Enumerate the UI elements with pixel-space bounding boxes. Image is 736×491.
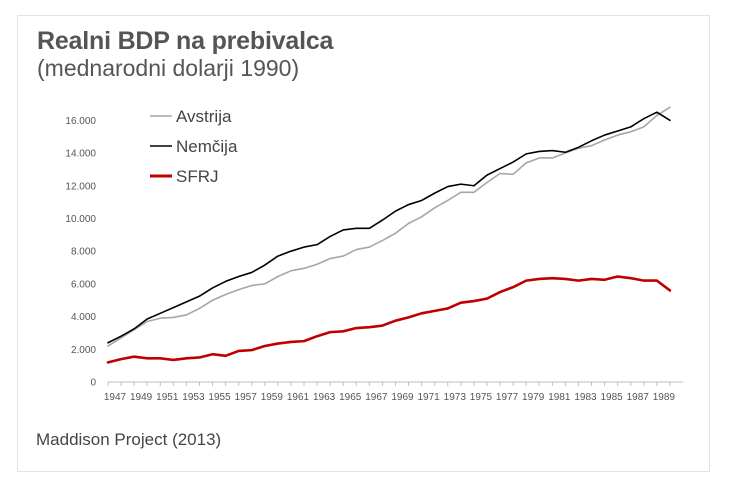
x-tick-label: 1973 bbox=[444, 392, 467, 403]
x-tick-label: 1987 bbox=[627, 392, 650, 403]
x-tick-label: 1953 bbox=[182, 392, 205, 403]
series-line-nemčija bbox=[107, 111, 671, 344]
y-tick-label: 14.000 bbox=[65, 149, 96, 160]
y-tick-label: 12.000 bbox=[65, 181, 96, 192]
legend-label-sfrj: SFRJ bbox=[176, 167, 219, 186]
x-tick-label: 1977 bbox=[496, 392, 519, 403]
y-tick-label: 6.000 bbox=[71, 279, 96, 290]
y-tick-label: 8.000 bbox=[71, 247, 96, 258]
chart-subtitle: (mednarodni dolarji 1990) bbox=[37, 55, 300, 81]
chart-title: Realni BDP na prebivalca bbox=[37, 27, 334, 55]
source-note: Maddison Project (2013) bbox=[36, 430, 222, 449]
x-tick-label: 1969 bbox=[391, 392, 414, 403]
x-tick-label: 1957 bbox=[235, 392, 258, 403]
axes: 0 2.000 4.000 6.000 8.000 10.000 12.000 14.000 1… bbox=[65, 116, 683, 403]
x-tick-label: 1951 bbox=[156, 392, 179, 403]
x-tick-label: 1979 bbox=[522, 392, 545, 403]
x-tick-label: 1949 bbox=[130, 392, 153, 403]
x-tick-label: 1985 bbox=[600, 392, 623, 403]
x-tick-label: 1963 bbox=[313, 392, 336, 403]
series-line-sfrj bbox=[106, 275, 672, 364]
x-tick-label: 1959 bbox=[261, 392, 284, 403]
y-tick-label: 10.000 bbox=[65, 214, 96, 225]
x-tick-label: 1989 bbox=[653, 392, 676, 403]
x-tick-label: 1947 bbox=[104, 392, 127, 403]
legend-label-nemčija: Nemčija bbox=[176, 137, 238, 156]
x-tick-label: 1975 bbox=[470, 392, 493, 403]
x-tick-label: 1955 bbox=[208, 392, 231, 403]
legend-label-avstrija: Avstrija bbox=[176, 107, 232, 126]
x-tick-label: 1965 bbox=[339, 392, 362, 403]
x-tick-label: 1961 bbox=[287, 392, 310, 403]
y-tick-label: 0 bbox=[90, 378, 96, 389]
y-tick-label: 16.000 bbox=[65, 116, 96, 127]
legend: Avstrija Nemčija SFRJ bbox=[150, 107, 238, 186]
x-tick-label: 1983 bbox=[574, 392, 597, 403]
y-tick-label: 4.000 bbox=[71, 312, 96, 323]
series-lines bbox=[106, 106, 672, 364]
x-tick-label: 1971 bbox=[418, 392, 441, 403]
x-tick-label: 1981 bbox=[548, 392, 571, 403]
x-tick-label: 1967 bbox=[365, 392, 388, 403]
chart-frame bbox=[17, 15, 710, 472]
y-tick-label: 2.000 bbox=[71, 345, 96, 356]
